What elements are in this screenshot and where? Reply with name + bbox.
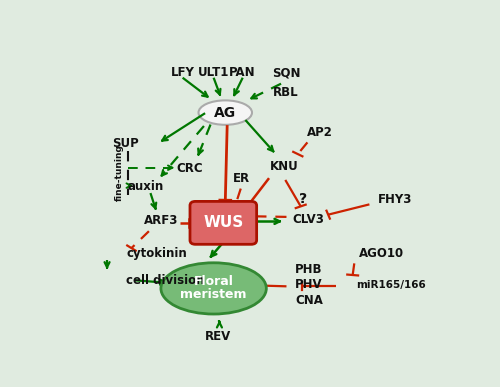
Text: cell division: cell division: [126, 274, 205, 287]
Ellipse shape: [161, 263, 266, 314]
Text: REV: REV: [204, 330, 231, 342]
Text: ARF3: ARF3: [144, 214, 178, 227]
FancyBboxPatch shape: [52, 38, 461, 353]
Text: miR165/166: miR165/166: [356, 280, 426, 290]
Text: ER: ER: [232, 172, 250, 185]
Text: PAN: PAN: [230, 66, 256, 79]
FancyBboxPatch shape: [190, 201, 256, 244]
Text: Floral: Floral: [194, 276, 234, 288]
Text: WUS: WUS: [203, 215, 243, 230]
Text: SUP: SUP: [112, 137, 139, 150]
Text: auxin: auxin: [128, 180, 164, 193]
Text: meristem: meristem: [180, 288, 247, 301]
Text: cytokinin: cytokinin: [126, 247, 187, 260]
Text: CRC: CRC: [176, 161, 204, 175]
Text: PHB: PHB: [295, 262, 322, 276]
Text: PHV: PHV: [295, 278, 322, 291]
Text: FHY3: FHY3: [378, 192, 412, 205]
Text: CNA: CNA: [295, 294, 323, 307]
Text: AGO10: AGO10: [359, 247, 404, 260]
Text: SQN: SQN: [272, 67, 300, 79]
Text: KNU: KNU: [270, 160, 299, 173]
Text: LFY: LFY: [170, 66, 194, 79]
Text: AG: AG: [214, 106, 236, 120]
Text: CLV3: CLV3: [292, 213, 324, 226]
Text: fine-tuning: fine-tuning: [116, 144, 124, 201]
Ellipse shape: [198, 100, 252, 125]
Text: ?: ?: [300, 192, 308, 206]
Text: AP2: AP2: [307, 127, 333, 139]
Text: ULT1: ULT1: [198, 66, 230, 79]
Text: RBL: RBL: [274, 86, 299, 99]
